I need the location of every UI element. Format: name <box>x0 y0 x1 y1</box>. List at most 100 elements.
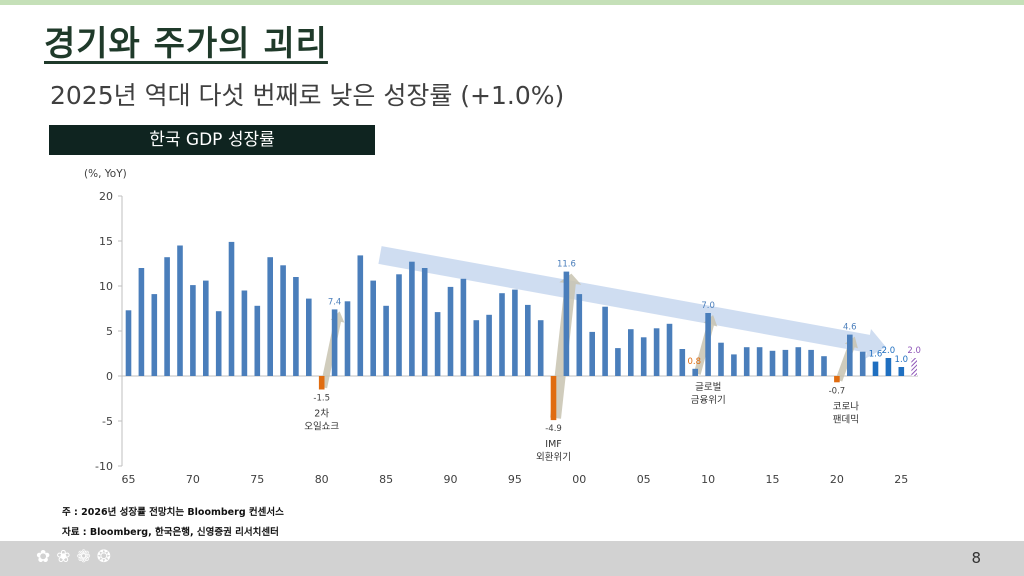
bar-1974 <box>241 290 248 376</box>
x-tick-label: 00 <box>572 473 586 486</box>
footer-bar: ✿❀❁❂ 8 <box>0 541 1024 576</box>
bar-2013 <box>743 347 750 376</box>
bar-1978 <box>293 277 299 376</box>
x-tick-label: 70 <box>186 473 200 486</box>
bar-2015 <box>769 350 776 376</box>
bar-1966 <box>138 268 145 376</box>
y-tick-label: 15 <box>99 235 113 248</box>
y-tick-label: -10 <box>95 460 113 473</box>
annotation-1998: IMF 외환위기 <box>536 439 571 463</box>
y-tick-label: -5 <box>102 415 113 428</box>
butterfly-icon: ❁ <box>76 547 97 567</box>
bar-1970 <box>190 285 196 376</box>
value-label-1998: -4.9 <box>545 424 562 434</box>
bar-2008 <box>679 349 686 376</box>
bar-1985 <box>383 305 389 376</box>
x-tick-label: 25 <box>894 473 908 486</box>
bar-1982 <box>344 301 351 376</box>
bar-2019 <box>821 356 827 376</box>
value-label-2024: 2.0 <box>882 346 896 356</box>
bar-1965 <box>125 310 132 376</box>
page-number: 8 <box>971 549 981 567</box>
notes: 주 : 2026년 성장률 전망치는 Bloomberg 컨센서스 자료 : B… <box>62 503 284 543</box>
bar-1994 <box>499 293 505 376</box>
y-tick-label: 0 <box>106 370 113 383</box>
bar-1967 <box>151 294 158 376</box>
bar-2005 <box>640 337 647 376</box>
chart-title-label: 한국 GDP 성장률 <box>49 125 375 155</box>
bar-1973 <box>228 241 235 376</box>
bar-2007 <box>666 323 673 376</box>
bar-1975 <box>254 305 261 376</box>
value-label-2020: -0.7 <box>829 386 846 396</box>
bar-2026 <box>911 358 917 376</box>
labels-layer: 7.4-1.5-4.911.60.87.0-0.74.61.6 2.01.02.0… <box>304 260 921 464</box>
bar-2011 <box>718 342 724 376</box>
bar-1995 <box>512 289 518 376</box>
downtrend-arrow <box>378 246 886 359</box>
value-label-1981: 7.4 <box>328 297 342 307</box>
x-tick-label: 15 <box>766 473 780 486</box>
bar-1976 <box>267 257 273 376</box>
bar-1990 <box>447 286 454 376</box>
bar-2020 <box>834 376 840 383</box>
page-subtitle: 2025년 역대 다섯 번째로 낮은 성장률 (+1.0%) <box>50 81 565 110</box>
x-tick-label: 75 <box>250 473 264 486</box>
leaf-icon: ✿ <box>36 547 57 567</box>
x-tick-label: 20 <box>830 473 844 486</box>
bar-2021 <box>847 334 853 376</box>
bar-1977 <box>280 265 286 376</box>
bar-2010 <box>705 313 711 376</box>
bar-1997 <box>537 320 544 376</box>
bar-1981 <box>331 309 338 376</box>
value-label-2021: 4.6 <box>843 323 857 333</box>
value-label-2010: 7.0 <box>701 301 715 311</box>
x-tick-label: 05 <box>637 473 651 486</box>
annotation-2020: 코로나 팬데믹 <box>833 401 859 425</box>
bar-1996 <box>525 304 531 376</box>
bar-1998 <box>550 376 557 421</box>
value-label-2023: 1.6 <box>869 350 883 360</box>
bar-2009 <box>692 368 698 376</box>
footnote: 주 : 2026년 성장률 전망치는 Bloomberg 컨센서스 <box>62 507 284 518</box>
bar-1968 <box>164 257 170 376</box>
bar-1989 <box>434 312 441 376</box>
bars-layer <box>125 241 917 421</box>
bar-2001 <box>589 331 595 376</box>
y-axis-label: (%, YoY) <box>84 168 127 180</box>
bar-1984 <box>370 280 376 376</box>
x-tick-label: 65 <box>122 473 136 486</box>
bar-1983 <box>357 255 364 376</box>
y-tick-label: 10 <box>99 280 113 293</box>
annotation-1980: 2차 오일쇼크 <box>304 408 339 433</box>
bar-1971 <box>203 280 209 376</box>
x-tick-label: 95 <box>508 473 522 486</box>
bar-1991 <box>460 278 467 376</box>
value-label-1980: -1.5 <box>313 394 330 404</box>
bar-2023 <box>872 361 879 376</box>
bar-2003 <box>615 348 621 376</box>
bar-2002 <box>602 306 608 376</box>
y-tick-label: 5 <box>106 325 113 338</box>
bar-1993 <box>486 314 492 376</box>
bar-1987 <box>409 261 415 376</box>
axes-layer: 20 15 10 5 0 -5 -10 (%, YoY) 65 70 75 80 85 90 95 00 05 1… <box>84 168 918 486</box>
bar-2012 <box>731 354 737 376</box>
bar-1980 <box>318 376 325 390</box>
page-title: 경기와 주가의 괴리 <box>44 24 328 64</box>
bar-2024 <box>885 358 892 376</box>
value-label-2009: 0.8 <box>687 357 701 367</box>
value-label-2025: 1.0 <box>895 355 909 365</box>
bar-1979 <box>306 298 312 376</box>
bar-1972 <box>215 311 222 376</box>
bar-1969 <box>177 245 183 376</box>
footer-icons: ✿❀❁❂ <box>36 547 117 567</box>
bar-2016 <box>782 349 789 376</box>
bar-1986 <box>396 274 402 376</box>
x-tick-label: 80 <box>315 473 329 486</box>
bar-2025 <box>898 367 905 376</box>
bar-2006 <box>653 328 660 376</box>
top-accent-bar <box>0 0 1024 5</box>
bar-1988 <box>421 268 428 376</box>
bar-1999 <box>563 271 570 376</box>
